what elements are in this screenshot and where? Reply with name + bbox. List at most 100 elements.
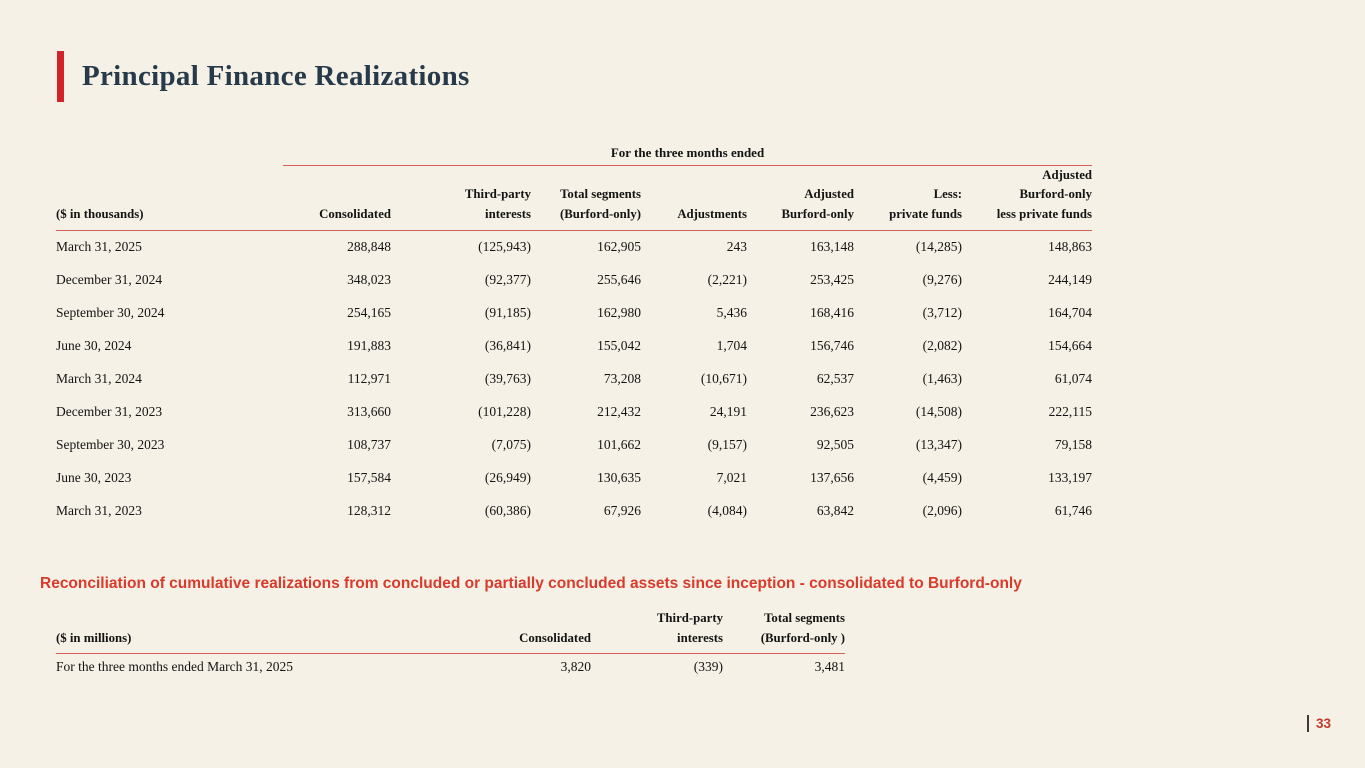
cell-value: 3,820 [560,659,591,675]
cell-value: 164,704 [1048,304,1093,320]
cell-value: (3,712) [922,304,962,320]
cell-value: 254,165 [347,304,391,320]
page-footer: 33 [1307,715,1331,732]
cell-value: 156,746 [810,337,854,353]
row-label: March 31, 2024 [56,370,142,386]
cell-value: 162,980 [597,304,641,320]
span-header-spacer [56,142,283,165]
column-header-row: ($ in millions) Consolidated Third-party … [56,609,845,654]
cell-value: 108,737 [347,436,391,452]
cell-value: 67,926 [603,502,641,518]
cell-value: (14,285) [915,239,962,255]
cell-value: (14,508) [915,403,962,419]
cell-value: 243 [726,239,747,255]
row-label: For the three months ended March 31, 202… [56,659,293,675]
cell-value: 101,662 [597,436,641,452]
column-header: Total segments (Burford-only ) [723,609,845,654]
cell-value: 137,656 [810,469,854,485]
table-row: June 30, 2024 191,883 (36,841) 155,042 1,704… [56,329,1092,362]
column-header: Total segments (Burford-only) [531,165,641,231]
cell-value: 212,432 [597,403,641,419]
cell-value: 112,971 [347,370,391,386]
cell-value: (339) [693,659,723,675]
column-header: Consolidated [431,609,591,654]
row-label: March 31, 2023 [56,502,142,518]
cell-value: (7,075) [491,436,531,452]
unit-label: ($ in thousands) [56,165,283,231]
column-header: Third-party interests [591,609,723,654]
cell-value: 191,883 [347,337,391,353]
cell-value: 3,481 [814,659,845,675]
cell-value: 157,584 [347,469,391,485]
cell-value: 255,646 [597,271,641,287]
column-header: Third-party interests [391,165,531,231]
column-header-row: ($ in thousands) Consolidated Third-party… [56,165,1093,231]
cell-value: (91,185) [484,304,531,320]
cell-value: (101,228) [478,403,531,419]
cell-value: (9,157) [707,436,747,452]
cell-value: 348,023 [347,271,391,287]
cell-value: 24,191 [709,403,747,419]
table-row: March 31, 2025 288,848 (125,943) 162,905 243… [56,230,1092,263]
realizations-table-section: For the three months ended ($ in thousan… [56,142,1093,527]
cell-value: 163,148 [810,239,854,255]
cell-value: 7,021 [716,469,747,485]
cell-value: 1,704 [716,337,747,353]
cell-value: (9,276) [922,271,962,287]
cell-value: (2,082) [922,337,962,353]
cell-value: 236,623 [810,403,854,419]
column-header: Less: private funds [854,165,962,231]
title-block: Principal Finance Realizations [57,51,470,102]
cell-value: (125,943) [478,239,531,255]
cell-value: 133,197 [1048,469,1093,485]
reconciliation-table: ($ in millions) Consolidated Third-party … [56,609,845,681]
cell-value: (2,221) [707,271,747,287]
cell-value: 288,848 [347,239,391,255]
table-row: June 30, 2023 157,584 (26,949) 130,635 7,021… [56,461,1092,494]
column-header: Adjusted Burford-only [747,165,854,231]
cell-value: 79,158 [1054,436,1093,452]
cell-value: (39,763) [484,370,531,386]
cell-value: (4,084) [707,502,747,518]
cell-value: 128,312 [347,502,391,518]
table-row: For the three months ended March 31, 202… [56,653,845,681]
cell-value: 154,664 [1048,337,1093,353]
column-header: Consolidated [283,165,391,231]
cell-value: (4,459) [922,469,962,485]
realizations-table: For the three months ended ($ in thousan… [56,142,1093,527]
cell-value: 162,905 [597,239,641,255]
cell-value: 130,635 [597,469,641,485]
span-header-row: For the three months ended [56,142,1093,166]
title-accent-bar [57,51,64,102]
span-header: For the three months ended [283,142,1093,166]
table-row: March 31, 2024 112,971 (39,763) 73,208 (10,6… [56,362,1092,395]
cell-value: 92,505 [816,436,854,452]
cell-value: 313,660 [347,403,391,419]
cell-value: 5,436 [716,304,747,320]
page-number-separator [1307,715,1309,732]
cell-value: (13,347) [915,436,962,452]
table-row: December 31, 2024 348,023 (92,377) 255,646 (… [56,263,1092,296]
cell-value: (60,386) [484,502,531,518]
cell-value: (10,671) [700,370,747,386]
reconciliation-table-section: ($ in millions) Consolidated Third-party … [56,609,845,681]
cell-value: (1,463) [922,370,962,386]
cell-value: 62,537 [816,370,854,386]
cell-value: 155,042 [597,337,641,353]
row-label: September 30, 2024 [56,304,165,320]
cell-value: (36,841) [484,337,531,353]
cell-value: 222,115 [1048,403,1093,419]
cell-value: 168,416 [810,304,854,320]
row-label: June 30, 2023 [56,469,132,485]
table-row: September 30, 2023 108,737 (7,075) 101,662 (… [56,428,1092,461]
table-row: March 31, 2023 128,312 (60,386) 67,926 (4,08… [56,494,1092,527]
page-title: Principal Finance Realizations [82,60,470,92]
cell-value: 148,863 [1048,239,1093,255]
unit-label: ($ in millions) [56,609,431,654]
cell-value: 253,425 [810,271,854,287]
cell-value: 61,074 [1054,370,1093,386]
column-header: Adjusted Burford-only less private funds [962,165,1093,231]
cell-value: 73,208 [603,370,641,386]
row-label: September 30, 2023 [56,436,165,452]
